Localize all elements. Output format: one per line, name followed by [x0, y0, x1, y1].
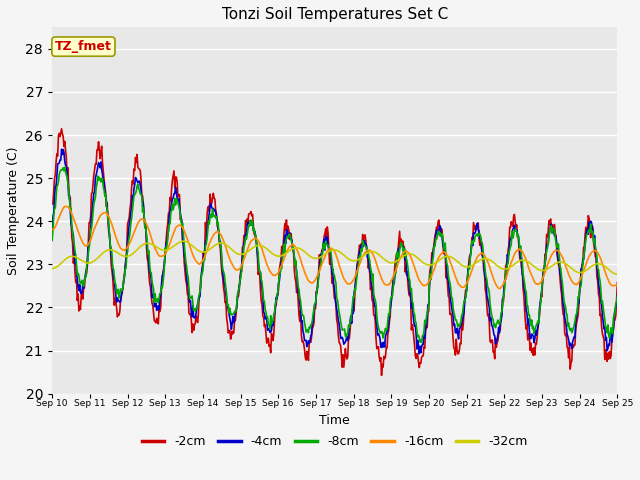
-2cm [48, 201, 56, 207]
-16cm [175, 222, 182, 228]
-8cm [205, 218, 212, 224]
-32cm [116, 252, 124, 258]
-32cm [180, 238, 188, 244]
-2cm [614, 279, 621, 285]
-4cm [48, 228, 56, 233]
-16cm [61, 204, 69, 209]
-8cm [48, 238, 56, 243]
-4cm [205, 216, 212, 222]
-2cm [58, 126, 65, 132]
-4cm [175, 196, 182, 202]
-2cm [422, 329, 429, 335]
Title: Tonzi Soil Temperatures Set C: Tonzi Soil Temperatures Set C [221, 7, 448, 22]
Legend: -2cm, -4cm, -8cm, -16cm, -32cm: -2cm, -4cm, -8cm, -16cm, -32cm [137, 430, 532, 453]
-16cm [48, 227, 56, 232]
Y-axis label: Soil Temperature (C): Soil Temperature (C) [7, 146, 20, 275]
Line: -8cm: -8cm [52, 167, 618, 342]
-16cm [58, 207, 66, 213]
-16cm [614, 283, 621, 288]
-2cm [378, 372, 385, 378]
-32cm [404, 251, 412, 257]
-32cm [205, 247, 212, 253]
-32cm [58, 259, 66, 265]
Line: -4cm: -4cm [52, 149, 618, 354]
-8cm [58, 166, 66, 172]
-2cm [205, 204, 212, 209]
-32cm [614, 272, 621, 277]
-16cm [421, 282, 429, 288]
X-axis label: Time: Time [319, 414, 350, 427]
-2cm [60, 133, 67, 139]
-16cm [205, 243, 212, 249]
-8cm [614, 293, 621, 299]
-32cm [174, 240, 182, 246]
-8cm [418, 339, 426, 345]
-4cm [614, 292, 621, 298]
-32cm [48, 265, 56, 271]
Line: -2cm: -2cm [52, 129, 618, 375]
-2cm [405, 292, 413, 298]
-4cm [422, 326, 429, 332]
-16cm [404, 250, 412, 255]
-16cm [497, 286, 504, 291]
-8cm [404, 268, 412, 274]
-8cm [118, 288, 125, 294]
Text: TZ_fmet: TZ_fmet [55, 40, 112, 53]
-2cm [118, 292, 125, 298]
-8cm [175, 203, 182, 208]
-4cm [60, 146, 67, 152]
-8cm [422, 321, 429, 327]
-32cm [421, 261, 429, 266]
-2cm [175, 192, 182, 198]
-4cm [415, 351, 423, 357]
-16cm [118, 246, 125, 252]
-4cm [404, 277, 412, 283]
-4cm [58, 146, 65, 152]
Line: -32cm: -32cm [52, 241, 618, 275]
Line: -16cm: -16cm [52, 206, 618, 288]
-8cm [61, 164, 68, 170]
-4cm [118, 294, 125, 300]
